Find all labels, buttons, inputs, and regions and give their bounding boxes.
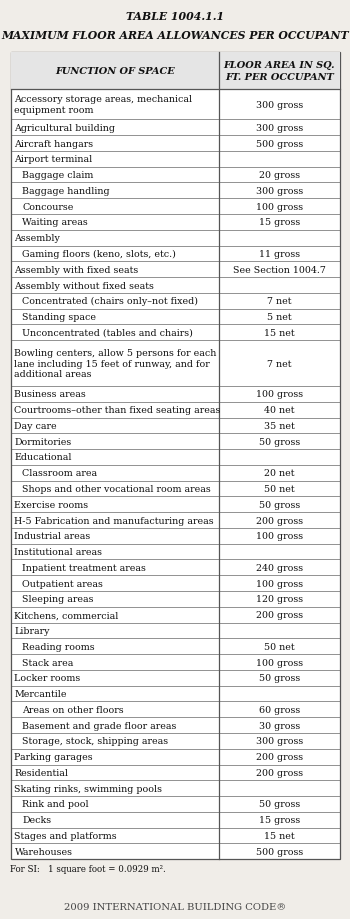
Text: Assembly with fixed seats: Assembly with fixed seats (14, 266, 139, 275)
Text: 50 net: 50 net (264, 642, 295, 651)
Text: Waiting areas: Waiting areas (22, 218, 88, 227)
Text: 50 net: 50 net (264, 484, 295, 494)
Text: Industrial areas: Industrial areas (14, 532, 91, 540)
Text: Assembly without fixed seats: Assembly without fixed seats (14, 281, 154, 290)
Text: Airport terminal: Airport terminal (14, 155, 93, 165)
Text: 11 gross: 11 gross (259, 250, 300, 258)
Text: 300 gross: 300 gross (256, 100, 303, 109)
Text: 50 gross: 50 gross (259, 437, 300, 447)
Text: H-5 Fabrication and manufacturing areas: H-5 Fabrication and manufacturing areas (14, 516, 214, 525)
Text: 7 net: 7 net (267, 359, 292, 369)
Text: See Section 1004.7: See Section 1004.7 (233, 266, 326, 275)
Text: Classroom area: Classroom area (22, 469, 98, 478)
Text: Basement and grade floor areas: Basement and grade floor areas (22, 720, 177, 730)
Text: Inpatient treatment areas: Inpatient treatment areas (22, 563, 146, 573)
Text: Decks: Decks (22, 815, 52, 824)
Text: Stack area: Stack area (22, 658, 74, 667)
Text: Skating rinks, swimming pools: Skating rinks, swimming pools (14, 784, 162, 793)
Text: 15 gross: 15 gross (259, 815, 300, 824)
Text: 500 gross: 500 gross (256, 140, 303, 148)
Text: 300 gross: 300 gross (256, 737, 303, 745)
Text: 100 gross: 100 gross (256, 532, 303, 540)
Text: Assembly: Assembly (14, 234, 60, 243)
Text: 30 gross: 30 gross (259, 720, 300, 730)
Text: 120 gross: 120 gross (256, 595, 303, 604)
Text: 240 gross: 240 gross (256, 563, 303, 573)
Text: Library: Library (14, 626, 50, 635)
Text: Baggage handling: Baggage handling (22, 187, 110, 196)
Text: 200 gross: 200 gross (256, 610, 303, 619)
Text: FLOOR AREA IN SQ.
FT. PER OCCUPANT: FLOOR AREA IN SQ. FT. PER OCCUPANT (224, 62, 335, 82)
Text: Outpatient areas: Outpatient areas (22, 579, 103, 588)
Text: FUNCTION OF SPACE: FUNCTION OF SPACE (55, 67, 175, 76)
Text: 300 gross: 300 gross (256, 187, 303, 196)
Text: 100 gross: 100 gross (256, 579, 303, 588)
Text: 60 gross: 60 gross (259, 705, 300, 714)
Text: Stages and platforms: Stages and platforms (14, 831, 117, 840)
Text: 5 net: 5 net (267, 312, 292, 322)
Text: 20 net: 20 net (264, 469, 295, 478)
Text: 15 net: 15 net (264, 831, 295, 840)
Text: Exercise rooms: Exercise rooms (14, 500, 89, 509)
Text: Warehouses: Warehouses (14, 847, 72, 856)
Text: 50 gross: 50 gross (259, 500, 300, 509)
Text: 15 net: 15 net (264, 328, 295, 337)
Text: 100 gross: 100 gross (256, 658, 303, 667)
Text: 100 gross: 100 gross (256, 202, 303, 211)
Text: Educational: Educational (14, 453, 72, 462)
Text: Parking garages: Parking garages (14, 753, 93, 761)
Text: 15 gross: 15 gross (259, 218, 300, 227)
Text: Courtrooms–other than fixed seating areas: Courtrooms–other than fixed seating area… (14, 405, 221, 414)
Text: Storage, stock, shipping areas: Storage, stock, shipping areas (22, 737, 169, 745)
Text: 200 gross: 200 gross (256, 516, 303, 525)
Text: Locker rooms: Locker rooms (14, 674, 81, 683)
Text: Day care: Day care (14, 422, 57, 430)
Text: For SI:   1 square foot = 0.0929 m².: For SI: 1 square foot = 0.0929 m². (10, 864, 166, 873)
Text: 100 gross: 100 gross (256, 390, 303, 399)
Text: Aircraft hangars: Aircraft hangars (14, 140, 94, 148)
Text: Baggage claim: Baggage claim (22, 171, 94, 180)
Text: Agricultural building: Agricultural building (14, 124, 116, 132)
Text: Kitchens, commercial: Kitchens, commercial (14, 610, 119, 619)
Text: MAXIMUM FLOOR AREA ALLOWANCES PER OCCUPANT: MAXIMUM FLOOR AREA ALLOWANCES PER OCCUPA… (1, 30, 349, 41)
Text: Areas on other floors: Areas on other floors (22, 705, 124, 714)
Text: 7 net: 7 net (267, 297, 292, 306)
Text: Reading rooms: Reading rooms (22, 642, 95, 651)
Text: Bowling centers, allow 5 persons for each
lane including 15 feet of runway, and : Bowling centers, allow 5 persons for eac… (14, 348, 217, 379)
Bar (10, 53, 340, 859)
Text: 40 net: 40 net (264, 405, 295, 414)
Text: 20 gross: 20 gross (259, 171, 300, 180)
Text: 35 net: 35 net (264, 422, 295, 430)
Text: Concourse: Concourse (22, 202, 74, 211)
Text: 500 gross: 500 gross (256, 847, 303, 856)
Text: 50 gross: 50 gross (259, 674, 300, 683)
Text: Accessory storage areas, mechanical
equipment room: Accessory storage areas, mechanical equi… (14, 95, 192, 115)
Bar (10, 53, 340, 89)
Text: Residential: Residential (14, 768, 69, 777)
Text: 300 gross: 300 gross (256, 124, 303, 132)
Text: 2009 INTERNATIONAL BUILDING CODE®: 2009 INTERNATIONAL BUILDING CODE® (64, 902, 286, 911)
Text: Unconcentrated (tables and chairs): Unconcentrated (tables and chairs) (22, 328, 193, 337)
Text: Standing space: Standing space (22, 312, 97, 322)
Text: Mercantile: Mercantile (14, 689, 67, 698)
Text: Gaming floors (keno, slots, etc.): Gaming floors (keno, slots, etc.) (22, 250, 176, 259)
Text: Concentrated (chairs only–not fixed): Concentrated (chairs only–not fixed) (22, 297, 198, 306)
Text: Institutional areas: Institutional areas (14, 548, 103, 557)
Text: Rink and pool: Rink and pool (22, 800, 89, 809)
Text: Business areas: Business areas (14, 390, 86, 399)
Text: Sleeping areas: Sleeping areas (22, 595, 94, 604)
Text: 200 gross: 200 gross (256, 768, 303, 777)
Text: 200 gross: 200 gross (256, 753, 303, 761)
Text: Shops and other vocational room areas: Shops and other vocational room areas (22, 484, 211, 494)
Text: 50 gross: 50 gross (259, 800, 300, 809)
Text: TABLE 1004.1.1: TABLE 1004.1.1 (126, 11, 224, 22)
Text: Dormitories: Dormitories (14, 437, 72, 447)
